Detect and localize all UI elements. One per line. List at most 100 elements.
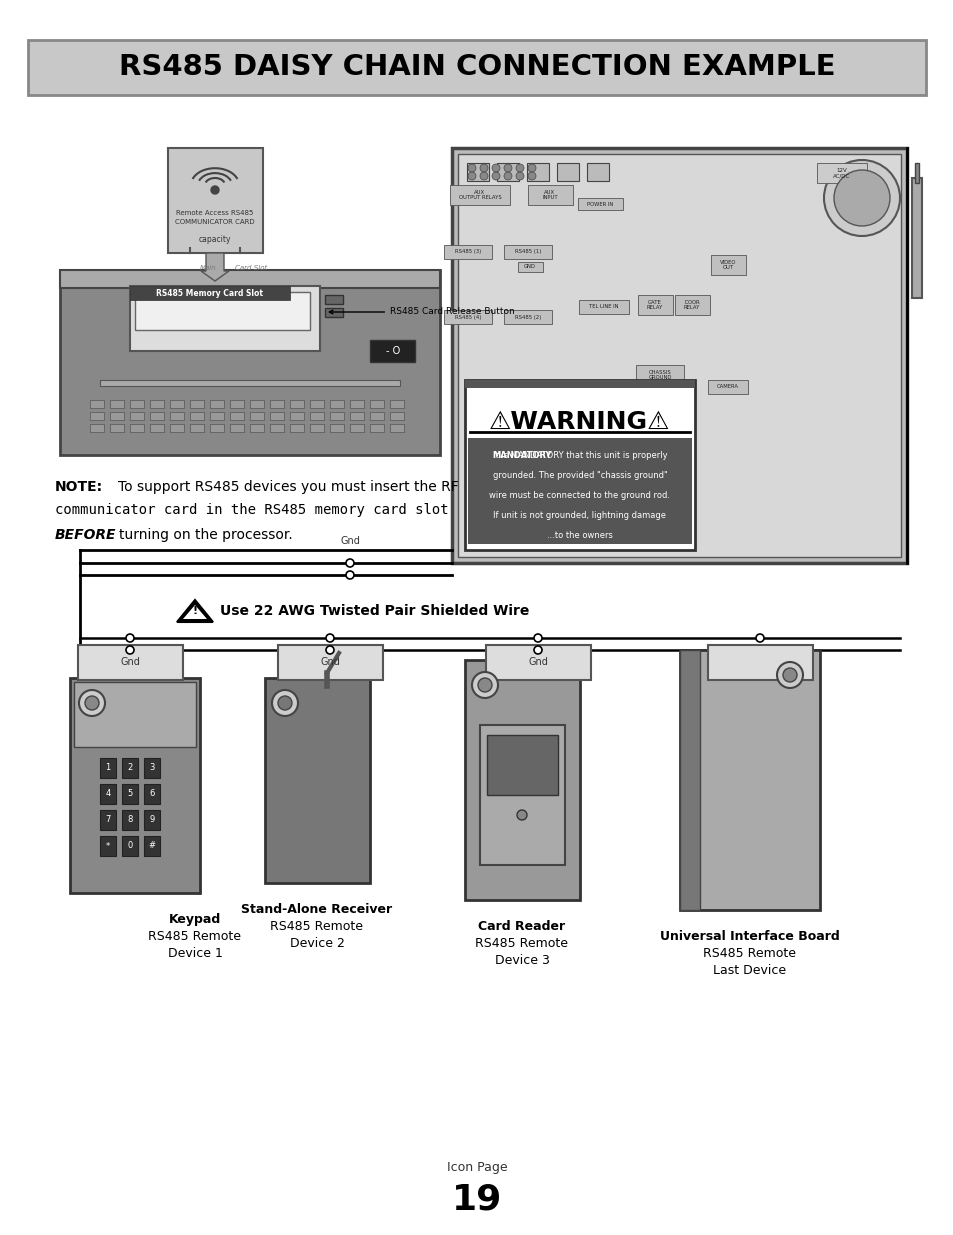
Bar (707, 380, 747, 394)
Text: Card Slot: Card Slot (234, 266, 267, 270)
Bar (457, 154, 900, 557)
Text: 2: 2 (128, 763, 132, 773)
Text: !: ! (193, 606, 197, 616)
Text: RS485 (1): RS485 (1) (515, 249, 540, 254)
Text: RS485 Remote: RS485 Remote (475, 937, 568, 950)
Text: Gnd: Gnd (319, 657, 339, 667)
Text: VIDEO
OUT: VIDEO OUT (720, 259, 736, 270)
Text: BEFORE: BEFORE (55, 529, 116, 542)
Circle shape (516, 172, 523, 180)
Bar (28, 40, 925, 95)
Bar (210, 400, 224, 408)
Bar (486, 735, 558, 795)
Text: 19: 19 (452, 1183, 501, 1216)
Bar (170, 412, 184, 420)
Bar (100, 784, 116, 804)
Bar (270, 424, 284, 432)
Text: Gnd: Gnd (528, 657, 547, 667)
Text: 9: 9 (150, 815, 154, 825)
Text: grounded. The provided "chassis ground": grounded. The provided "chassis ground" (492, 471, 667, 479)
Bar (636, 366, 683, 385)
Bar (464, 659, 579, 900)
Text: GATE
RELAY: GATE RELAY (646, 300, 662, 310)
FancyArrow shape (201, 253, 229, 282)
Text: 7: 7 (105, 815, 111, 825)
Bar (230, 412, 244, 420)
Circle shape (755, 634, 763, 642)
Bar (330, 424, 344, 432)
Bar (450, 185, 510, 205)
Text: #: # (149, 841, 155, 851)
Text: Use 22 AWG Twisted Pair Shielded Wire: Use 22 AWG Twisted Pair Shielded Wire (220, 604, 529, 618)
Bar (210, 412, 224, 420)
Bar (144, 836, 160, 856)
Bar (325, 308, 343, 317)
Circle shape (479, 164, 488, 172)
Bar (210, 424, 224, 432)
Bar (122, 758, 138, 778)
Bar (144, 758, 160, 778)
Bar (110, 412, 124, 420)
Text: CAMERA: CAMERA (717, 384, 739, 389)
Text: 6: 6 (150, 789, 154, 799)
Bar (250, 412, 264, 420)
Text: 4: 4 (105, 789, 111, 799)
Text: POSTAL/EXIT  VCR
SWITCH INPUT  RELAY: POSTAL/EXIT VCR SWITCH INPUT RELAY (483, 395, 540, 405)
Bar (370, 400, 384, 408)
Text: Remote Access RS485: Remote Access RS485 (176, 210, 253, 216)
Bar (90, 400, 104, 408)
Bar (350, 412, 364, 420)
Bar (130, 287, 290, 300)
Circle shape (85, 697, 99, 710)
Bar (310, 424, 324, 432)
Bar (710, 254, 745, 275)
Bar (265, 678, 370, 883)
Bar (100, 380, 399, 387)
Bar (130, 424, 144, 432)
Text: Stand-Alone Receiver: Stand-Alone Receiver (241, 903, 392, 916)
Text: DOOR
RELAY: DOOR RELAY (683, 300, 700, 310)
Bar (468, 438, 691, 543)
Bar (290, 400, 304, 408)
Text: Main: Main (200, 266, 216, 270)
Bar (190, 424, 204, 432)
Text: turning on the processor.: turning on the processor. (119, 529, 293, 542)
Circle shape (479, 172, 488, 180)
Circle shape (534, 646, 541, 655)
Bar (479, 725, 564, 864)
Text: 12V
AC/DC: 12V AC/DC (833, 168, 850, 178)
Text: ...to the owners: ...to the owners (546, 531, 612, 540)
Bar (60, 270, 439, 288)
Bar (526, 163, 548, 182)
Text: GND: GND (523, 264, 536, 269)
Bar (130, 400, 144, 408)
Bar (330, 412, 344, 420)
Bar (679, 650, 700, 910)
Bar (638, 295, 672, 315)
Bar (90, 412, 104, 420)
Bar (170, 400, 184, 408)
Circle shape (326, 646, 334, 655)
Bar (464, 380, 695, 550)
Polygon shape (183, 605, 207, 619)
Bar (467, 390, 557, 410)
Circle shape (782, 668, 796, 682)
Text: 1: 1 (105, 763, 111, 773)
Circle shape (79, 690, 105, 716)
Bar (325, 295, 343, 304)
Circle shape (527, 164, 536, 172)
Bar (144, 784, 160, 804)
Text: Keypad: Keypad (169, 913, 221, 926)
Bar (170, 424, 184, 432)
Bar (517, 262, 542, 272)
Text: TEL LINE IN: TEL LINE IN (589, 305, 618, 310)
Bar (467, 163, 489, 182)
Bar (503, 245, 552, 259)
Circle shape (823, 161, 899, 236)
Bar (130, 287, 319, 351)
Circle shape (516, 164, 523, 172)
Bar (70, 678, 200, 893)
Text: - O: - O (385, 346, 399, 356)
Bar (310, 400, 324, 408)
Circle shape (326, 634, 334, 642)
